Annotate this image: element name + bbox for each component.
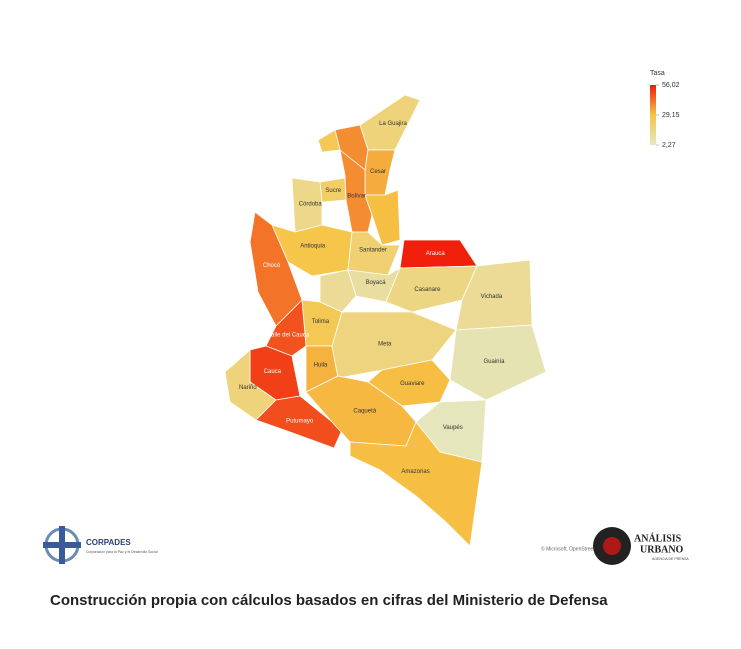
region: [319, 269, 357, 313]
legend: 56,02 29,15 2,27: [656, 82, 680, 149]
logo-line1: ANÁLISIS: [634, 532, 682, 544]
region-label: Cauca: [264, 369, 282, 375]
region-label: Caquetá: [353, 409, 376, 415]
map: [224, 94, 547, 547]
logo-lens-inner: [603, 537, 621, 555]
region-label: Chocó: [263, 263, 281, 269]
logo-cross: [43, 542, 81, 548]
region-label: Huila: [314, 363, 328, 369]
region: [455, 259, 533, 331]
attribution: © Microsoft, OpenStreetMap: [541, 545, 605, 552]
region-label: Vichada: [481, 294, 503, 300]
legend-title: Tasa: [650, 70, 665, 77]
legend-bar: [650, 85, 656, 145]
region: [331, 311, 457, 379]
logo-name: CORPADES: [86, 538, 131, 547]
region-label: Amazonas: [401, 469, 429, 475]
region: [449, 324, 547, 401]
legend-label: 29,15: [662, 112, 680, 119]
logo-subtitle: Corporación para la Paz y el Desarrollo …: [86, 550, 158, 554]
region-labels: La Guajira Cesar Sucre Bolívar Córdoba Antioq…: [239, 121, 505, 475]
region-label: Meta: [378, 342, 392, 348]
logo-line2: URBANO: [640, 544, 684, 555]
region: [349, 421, 483, 547]
region-label: Tolima: [312, 319, 330, 325]
legend-label: 56,02: [662, 82, 680, 89]
region-label: Antioquia: [300, 244, 326, 250]
region-label: Córdoba: [299, 201, 323, 207]
region: [291, 177, 323, 233]
region-label: La Guajira: [379, 121, 407, 127]
region-label: Casanare: [414, 287, 441, 293]
logo-line3: AGENCIA DE PRENSA: [652, 557, 689, 561]
logo-right: ANÁLISIS URBANO AGENCIA DE PRENSA: [593, 527, 689, 565]
region-label: Guainía: [483, 359, 505, 365]
region-label: Boyacá: [366, 280, 387, 286]
region-label: Santander: [359, 247, 387, 253]
caption: Construcción propia con cálculos basados…: [50, 592, 608, 609]
region-label: Cesar: [370, 169, 386, 175]
region-label: Putumayo: [286, 419, 314, 425]
region-label: Arauca: [426, 251, 446, 257]
legend-label: 2,27: [662, 142, 676, 149]
region-label: Bolívar: [347, 194, 366, 200]
region: [364, 189, 401, 246]
region-label: Nariño: [239, 385, 257, 391]
logo-left: CORPADES Corporación para la Paz y el De…: [43, 526, 158, 564]
region-label: Vaupés: [443, 425, 463, 431]
region-label: Sucre: [325, 188, 341, 194]
region-label: Guaviare: [400, 381, 425, 387]
region-label: Valle del Cauca: [268, 332, 310, 338]
region: [265, 299, 307, 357]
